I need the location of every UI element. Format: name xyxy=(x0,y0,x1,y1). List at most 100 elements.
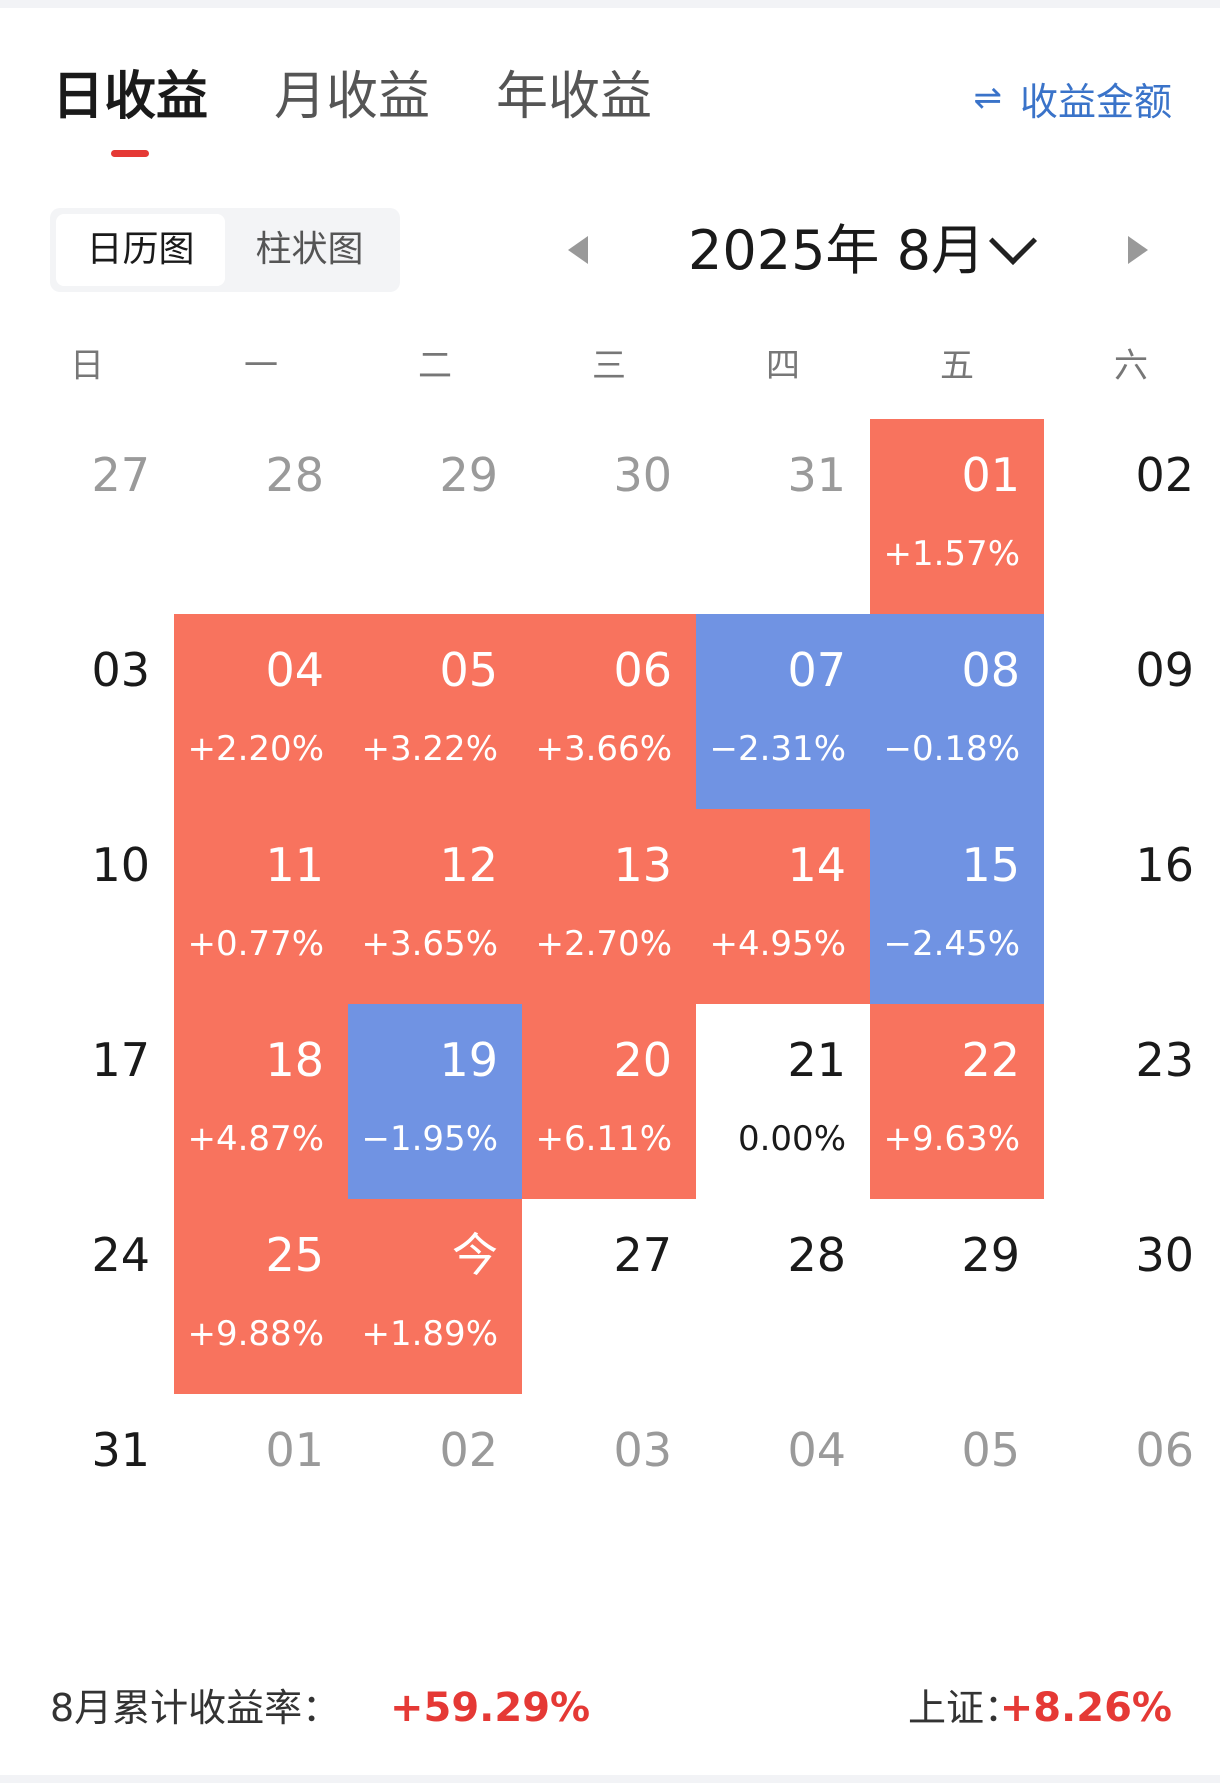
calendar-day-cell[interactable]: 08 −0.18% xyxy=(870,614,1044,809)
calendar-day-return: +2.20% xyxy=(187,729,325,769)
weekday-label: 五 xyxy=(940,346,974,386)
calendar-day-cell[interactable]: 22 +9.63% xyxy=(870,1004,1044,1199)
calendar-day-cell[interactable]: 03 xyxy=(0,614,174,809)
tab-daily-earnings[interactable]: 日收益 xyxy=(52,62,208,157)
calendar-grid: 27 28 29 30 31 01 +1.57% 02 03 04 +2.20% 05 +3.22% 06… xyxy=(0,419,1220,1589)
calendar-day-cell[interactable]: 04 +2.20% xyxy=(174,614,348,809)
calendar-day-cell[interactable]: 今 +1.89% xyxy=(348,1199,522,1394)
calendar-day-cell[interactable]: 07 −2.31% xyxy=(696,614,870,809)
calendar-day-number: 29 xyxy=(439,448,498,502)
calendar-day-cell[interactable]: 17 xyxy=(0,1004,174,1199)
calendar-day-cell[interactable]: 01 +1.57% xyxy=(870,419,1044,614)
toggle-earnings-amount-button[interactable]: ⇌ 收益金额 xyxy=(973,70,1172,126)
tab-monthly-earnings[interactable]: 月收益 xyxy=(274,67,431,127)
calendar-day-return: +9.63% xyxy=(883,1119,1021,1159)
calendar-day-cell[interactable]: 31 xyxy=(0,1394,174,1589)
chevron-down-icon[interactable] xyxy=(988,216,1038,266)
calendar-day-cell[interactable]: 28 xyxy=(174,419,348,614)
calendar-day-number: 05 xyxy=(439,643,498,697)
calendar-day-cell[interactable]: 29 xyxy=(348,419,522,614)
month-title[interactable]: 2025年 8月 xyxy=(688,219,985,282)
calendar-day-cell[interactable]: 20 +6.11% xyxy=(522,1004,696,1199)
monthly-summary: 8月累计收益率： +59.29% 上证： +8.26% xyxy=(0,1678,1220,1738)
calendar-day-number: 03 xyxy=(613,1423,672,1477)
calendar-day-cell[interactable]: 11 +0.77% xyxy=(174,809,348,1004)
calendar-day-number: 24 xyxy=(91,1228,150,1282)
calendar-view-button[interactable]: 日历图 xyxy=(56,214,225,286)
calendar-day-cell[interactable]: 14 +4.95% xyxy=(696,809,870,1004)
view-switch: 日历图 柱状图 xyxy=(50,208,400,292)
calendar-day-number: 07 xyxy=(787,643,846,697)
calendar-day-cell[interactable]: 16 xyxy=(1044,809,1218,1004)
calendar-day-number: 06 xyxy=(613,643,672,697)
calendar-day-cell[interactable]: 30 xyxy=(1044,1199,1218,1394)
calendar-day-cell[interactable]: 25 +9.88% xyxy=(174,1199,348,1394)
calendar-day-number: 06 xyxy=(1135,1423,1194,1477)
toggle-earnings-amount-label: 收益金额 xyxy=(1019,79,1172,124)
calendar-day-number: 28 xyxy=(787,1228,846,1282)
calendar-day-return: −1.95% xyxy=(361,1119,499,1159)
calendar-day-number: 11 xyxy=(265,838,324,892)
top-divider xyxy=(0,0,1220,8)
calendar-day-return: +3.65% xyxy=(361,924,499,964)
calendar-day-cell[interactable]: 03 xyxy=(522,1394,696,1589)
calendar-day-cell[interactable]: 28 xyxy=(696,1199,870,1394)
calendar-day-cell[interactable]: 31 xyxy=(696,419,870,614)
calendar-day-cell[interactable]: 06 xyxy=(1044,1394,1218,1589)
calendar-day-return: +6.11% xyxy=(535,1119,673,1159)
calendar-day-cell[interactable]: 12 +3.65% xyxy=(348,809,522,1004)
swap-arrows-icon: ⇌ xyxy=(973,78,1002,118)
calendar-day-number: 25 xyxy=(265,1228,324,1282)
calendar-day-cell[interactable]: 05 +3.22% xyxy=(348,614,522,809)
calendar-day-cell[interactable]: 24 xyxy=(0,1199,174,1394)
index-return-label: 上证： xyxy=(908,1686,1023,1730)
calendar-day-cell[interactable]: 04 xyxy=(696,1394,870,1589)
calendar-day-return: +4.95% xyxy=(709,924,847,964)
calendar-day-return: −2.45% xyxy=(883,924,1021,964)
calendar-day-cell[interactable]: 15 −2.45% xyxy=(870,809,1044,1004)
calendar-day-cell[interactable]: 23 xyxy=(1044,1004,1218,1199)
calendar-day-number: 27 xyxy=(91,448,150,502)
calendar-day-cell[interactable]: 30 xyxy=(522,419,696,614)
calendar-day-number: 08 xyxy=(961,643,1020,697)
calendar-day-return: +1.89% xyxy=(361,1314,499,1354)
calendar-day-cell[interactable]: 01 xyxy=(174,1394,348,1589)
bar-chart-view-button[interactable]: 柱状图 xyxy=(255,229,364,270)
calendar-day-cell[interactable]: 02 xyxy=(348,1394,522,1589)
calendar-day-cell[interactable]: 18 +4.87% xyxy=(174,1004,348,1199)
tab-yearly-earnings[interactable]: 年收益 xyxy=(496,67,653,127)
calendar-day-number: 27 xyxy=(613,1228,672,1282)
calendar-day-number: 03 xyxy=(91,643,150,697)
calendar-day-cell[interactable]: 19 −1.95% xyxy=(348,1004,522,1199)
calendar-day-cell[interactable]: 21 0.00% xyxy=(696,1004,870,1199)
calendar-day-cell[interactable]: 10 xyxy=(0,809,174,1004)
calendar-day-cell[interactable]: 27 xyxy=(0,419,174,614)
calendar-day-cell[interactable]: 09 xyxy=(1044,614,1218,809)
calendar-day-cell[interactable]: 27 xyxy=(522,1199,696,1394)
calendar-day-number: 29 xyxy=(961,1228,1020,1282)
calendar-day-return: +0.77% xyxy=(187,924,325,964)
calendar-day-number: 16 xyxy=(1135,838,1194,892)
prev-month-icon[interactable] xyxy=(568,236,588,264)
calendar-day-cell[interactable]: 13 +2.70% xyxy=(522,809,696,1004)
calendar-day-number: 19 xyxy=(439,1033,498,1087)
calendar-day-cell[interactable]: 05 xyxy=(870,1394,1044,1589)
calendar-day-return: +1.57% xyxy=(883,534,1021,574)
weekday-header: 日 一 二 三 四 五 六 xyxy=(0,338,1220,388)
calendar-day-return: +9.88% xyxy=(187,1314,325,1354)
calendar-day-return: −0.18% xyxy=(883,729,1021,769)
calendar-day-cell[interactable]: 29 xyxy=(870,1199,1044,1394)
bottom-divider xyxy=(0,1775,1220,1783)
next-month-icon[interactable] xyxy=(1128,236,1148,264)
calendar-day-number: 30 xyxy=(1135,1228,1194,1282)
calendar-day-number: 20 xyxy=(613,1033,672,1087)
calendar-day-number: 15 xyxy=(961,838,1020,892)
calendar-day-number: 22 xyxy=(961,1033,1020,1087)
calendar-day-return: +3.66% xyxy=(535,729,673,769)
calendar-day-number: 23 xyxy=(1135,1033,1194,1087)
calendar-day-number: 18 xyxy=(265,1033,324,1087)
calendar-day-number: 13 xyxy=(613,838,672,892)
calendar-day-cell[interactable]: 06 +3.66% xyxy=(522,614,696,809)
calendar-day-number: 31 xyxy=(787,448,846,502)
calendar-day-cell[interactable]: 02 xyxy=(1044,419,1218,614)
